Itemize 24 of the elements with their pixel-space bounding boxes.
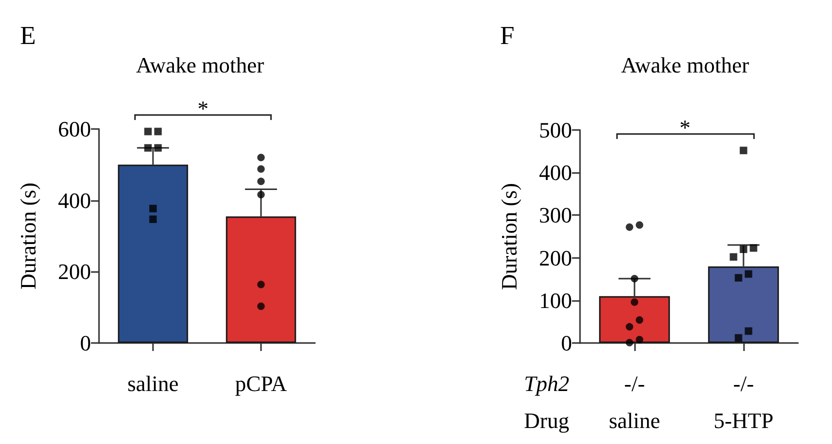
text: * — [198, 96, 208, 122]
text: E — [20, 21, 36, 50]
y-tick-label: 0 — [561, 330, 572, 356]
y-tick-label: 400 — [539, 160, 572, 186]
x-tick-label: pCPA — [235, 371, 287, 396]
y-axis-title: Duration (s) — [16, 182, 40, 290]
text: Tph2 — [524, 370, 570, 396]
y-tick-label: 100 — [539, 288, 572, 313]
x-tick-label: -/- saline — [608, 371, 660, 433]
chart-title: Awake mother — [620, 52, 750, 78]
y-tick-label: 500 — [539, 118, 572, 142]
y-tick-label: 200 — [58, 259, 91, 284]
x-tick-label: saline — [127, 371, 179, 396]
annotation: * — [680, 115, 690, 140]
text: F — [500, 21, 514, 50]
y-tick-label: 200 — [539, 245, 572, 270]
y-tick-label: 300 — [539, 202, 572, 228]
y-tick-label: 400 — [58, 188, 91, 213]
x-tick-label: -/- 5-HTP — [714, 371, 774, 433]
text: Drug — [524, 408, 570, 432]
y-tick-label: 0 — [80, 330, 91, 356]
y-tick-label: 600 — [58, 116, 91, 142]
y-axis-title: Duration (s) — [496, 183, 522, 290]
chart-title: Awake mother — [136, 52, 265, 78]
